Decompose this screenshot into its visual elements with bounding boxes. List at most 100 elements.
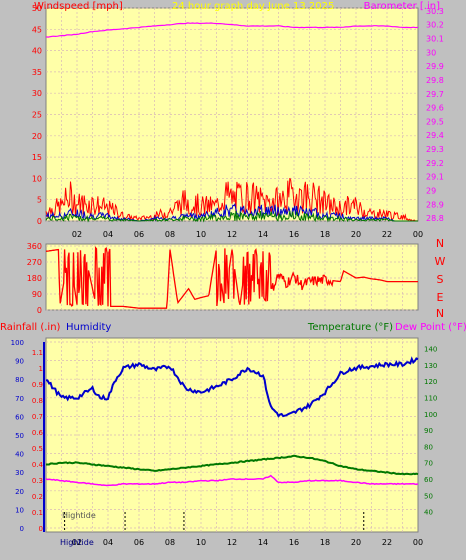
direction-tick: 90: [32, 290, 42, 299]
windspeed-tick: 50: [32, 4, 42, 13]
humidity-axis-label: Humidity: [66, 322, 111, 333]
windspeed-tick: 20: [32, 132, 42, 141]
rainfall-tick: 1: [39, 365, 43, 373]
humidity-tick: 20: [15, 488, 24, 496]
humidity-line: [45, 356, 419, 418]
barometer-tick: 30.1: [426, 34, 444, 43]
humidity-tick: 90: [15, 358, 24, 366]
temperature-axis-label: Temperature (°F): [307, 322, 393, 333]
wind-x-tick: 08: [165, 230, 175, 239]
humidity-tick: 10: [15, 506, 24, 514]
windspeed-axis-label: Windspeed [mph]: [34, 1, 123, 12]
rainfall-tick-labels: 0 0.1 0.2 0.3 0.4 0.5 0.6 0.7 0.8 0.9 1 1.1: [32, 349, 44, 533]
rainfall-tick: 0.3: [32, 477, 43, 485]
climate-x-tick: 20: [351, 538, 361, 547]
barometer-tick: 28.8: [426, 214, 444, 223]
windspeed-tick: 25: [32, 111, 42, 120]
barometer-tick: 28.9: [426, 200, 444, 209]
wind-gust-line: [45, 177, 419, 222]
humidity-tick: 70: [15, 395, 24, 403]
rainfall-axis-label: Rainfall (.in): [0, 322, 61, 333]
windspeed-tick: 35: [32, 68, 42, 77]
wind-x-tick: 12: [227, 230, 237, 239]
climate-x-tick: 10: [196, 538, 206, 547]
compass-label: S: [437, 273, 444, 286]
wind-x-tick-labels: 02 04 06 08 10 12 14 16 18 20 22 00: [72, 230, 423, 239]
rainfall-tick: 0.1: [32, 509, 43, 517]
barometer-tick: 29.7: [426, 90, 444, 99]
tide-label: Hightide: [62, 511, 96, 520]
barometer-tick: 29.8: [426, 76, 444, 85]
dewpoint-axis-label: Dew Point (°F): [395, 322, 466, 333]
temperature-tick: 40: [424, 509, 433, 517]
temperature-tick: 120: [424, 378, 437, 386]
temperature-tick: 100: [424, 411, 437, 419]
temperature-tick: 130: [424, 362, 437, 370]
barometer-tick: 29.1: [426, 173, 444, 182]
barometer-tick: 29.2: [426, 159, 444, 168]
direction-tick: 0: [37, 306, 42, 315]
rainfall-tick: 0.7: [32, 413, 43, 421]
wind-x-tick: 20: [351, 230, 361, 239]
climate-x-tick-labels: 02 04 06 08 10 12 14 16 18 20 22 00: [72, 538, 423, 547]
temperature-tick: 140: [424, 346, 437, 354]
climate-x-tick: 18: [320, 538, 330, 547]
wind-x-tick: 16: [289, 230, 299, 239]
temperature-tick: 90: [424, 427, 433, 435]
windspeed-tick: 40: [32, 47, 42, 56]
humidity-tick: 0: [20, 525, 24, 533]
climate-x-tick: 16: [289, 538, 299, 547]
windspeed-tick: 0: [37, 217, 42, 226]
wind-direction-line: [45, 246, 418, 309]
humidity-tick: 100: [11, 339, 24, 347]
climate-x-tick: 14: [258, 538, 268, 547]
temperature-tick: 60: [424, 476, 433, 484]
barometer-tick: 29.5: [426, 117, 444, 126]
climate-x-tick: 06: [134, 538, 144, 547]
wind-gridlines: [46, 7, 418, 222]
humidity-tick-labels: 0 10 20 30 40 50 60 70 80 90 100: [11, 339, 24, 533]
tide-axis-label: Hightide: [60, 538, 94, 547]
rainfall-tick: 0.8: [32, 397, 43, 405]
rainfall-tick: 0: [39, 525, 43, 533]
humidity-tick: 30: [15, 469, 24, 477]
compass-label: E: [437, 291, 444, 304]
direction-tick: 180: [27, 274, 42, 283]
barometer-tick: 30.3: [426, 7, 444, 16]
barometer-tick: 29.9: [426, 62, 444, 71]
climate-x-tick: 12: [227, 538, 237, 547]
barometer-tick: 30.2: [426, 21, 444, 30]
climate-gridlines: [46, 338, 418, 532]
climate-x-tick: 04: [103, 538, 113, 547]
barometer-line: [45, 22, 419, 38]
rainfall-tick: 0.9: [32, 381, 43, 389]
direction-tick: 270: [27, 258, 42, 267]
wind-x-tick: 04: [103, 230, 113, 239]
barometer-tick: 29.4: [426, 131, 444, 140]
humidity-tick: 50: [15, 432, 24, 440]
barometer-tick: 30: [426, 48, 436, 57]
wind-avg-line: [45, 202, 418, 222]
wind-speed-series: [45, 177, 419, 223]
direction-tick: 360: [27, 242, 42, 251]
compass-label: N: [436, 307, 444, 320]
humidity-tick: 40: [15, 451, 24, 459]
wind-x-tick: 14: [258, 230, 268, 239]
climate-x-tick: 02: [72, 538, 82, 547]
rainfall-tick: 0.5: [32, 445, 43, 453]
windspeed-tick: 15: [32, 153, 42, 162]
barometer-tick: 29.6: [426, 104, 444, 113]
direction-degree-labels: 0 90 180 270 360: [27, 242, 42, 315]
temperature-tick: 70: [424, 460, 433, 468]
wind-x-tick: 18: [320, 230, 330, 239]
windspeed-tick-labels: 0 5 10 15 20 25 30 35 40 45 50: [32, 4, 42, 226]
wind-x-tick: 02: [72, 230, 82, 239]
windspeed-tick: 5: [37, 196, 42, 205]
rainfall-tick: 1.1: [32, 349, 43, 357]
windspeed-tick: 45: [32, 25, 42, 34]
barometer-axis-label: Barometer [.in]: [364, 1, 440, 12]
tide-markers: [64, 512, 365, 532]
